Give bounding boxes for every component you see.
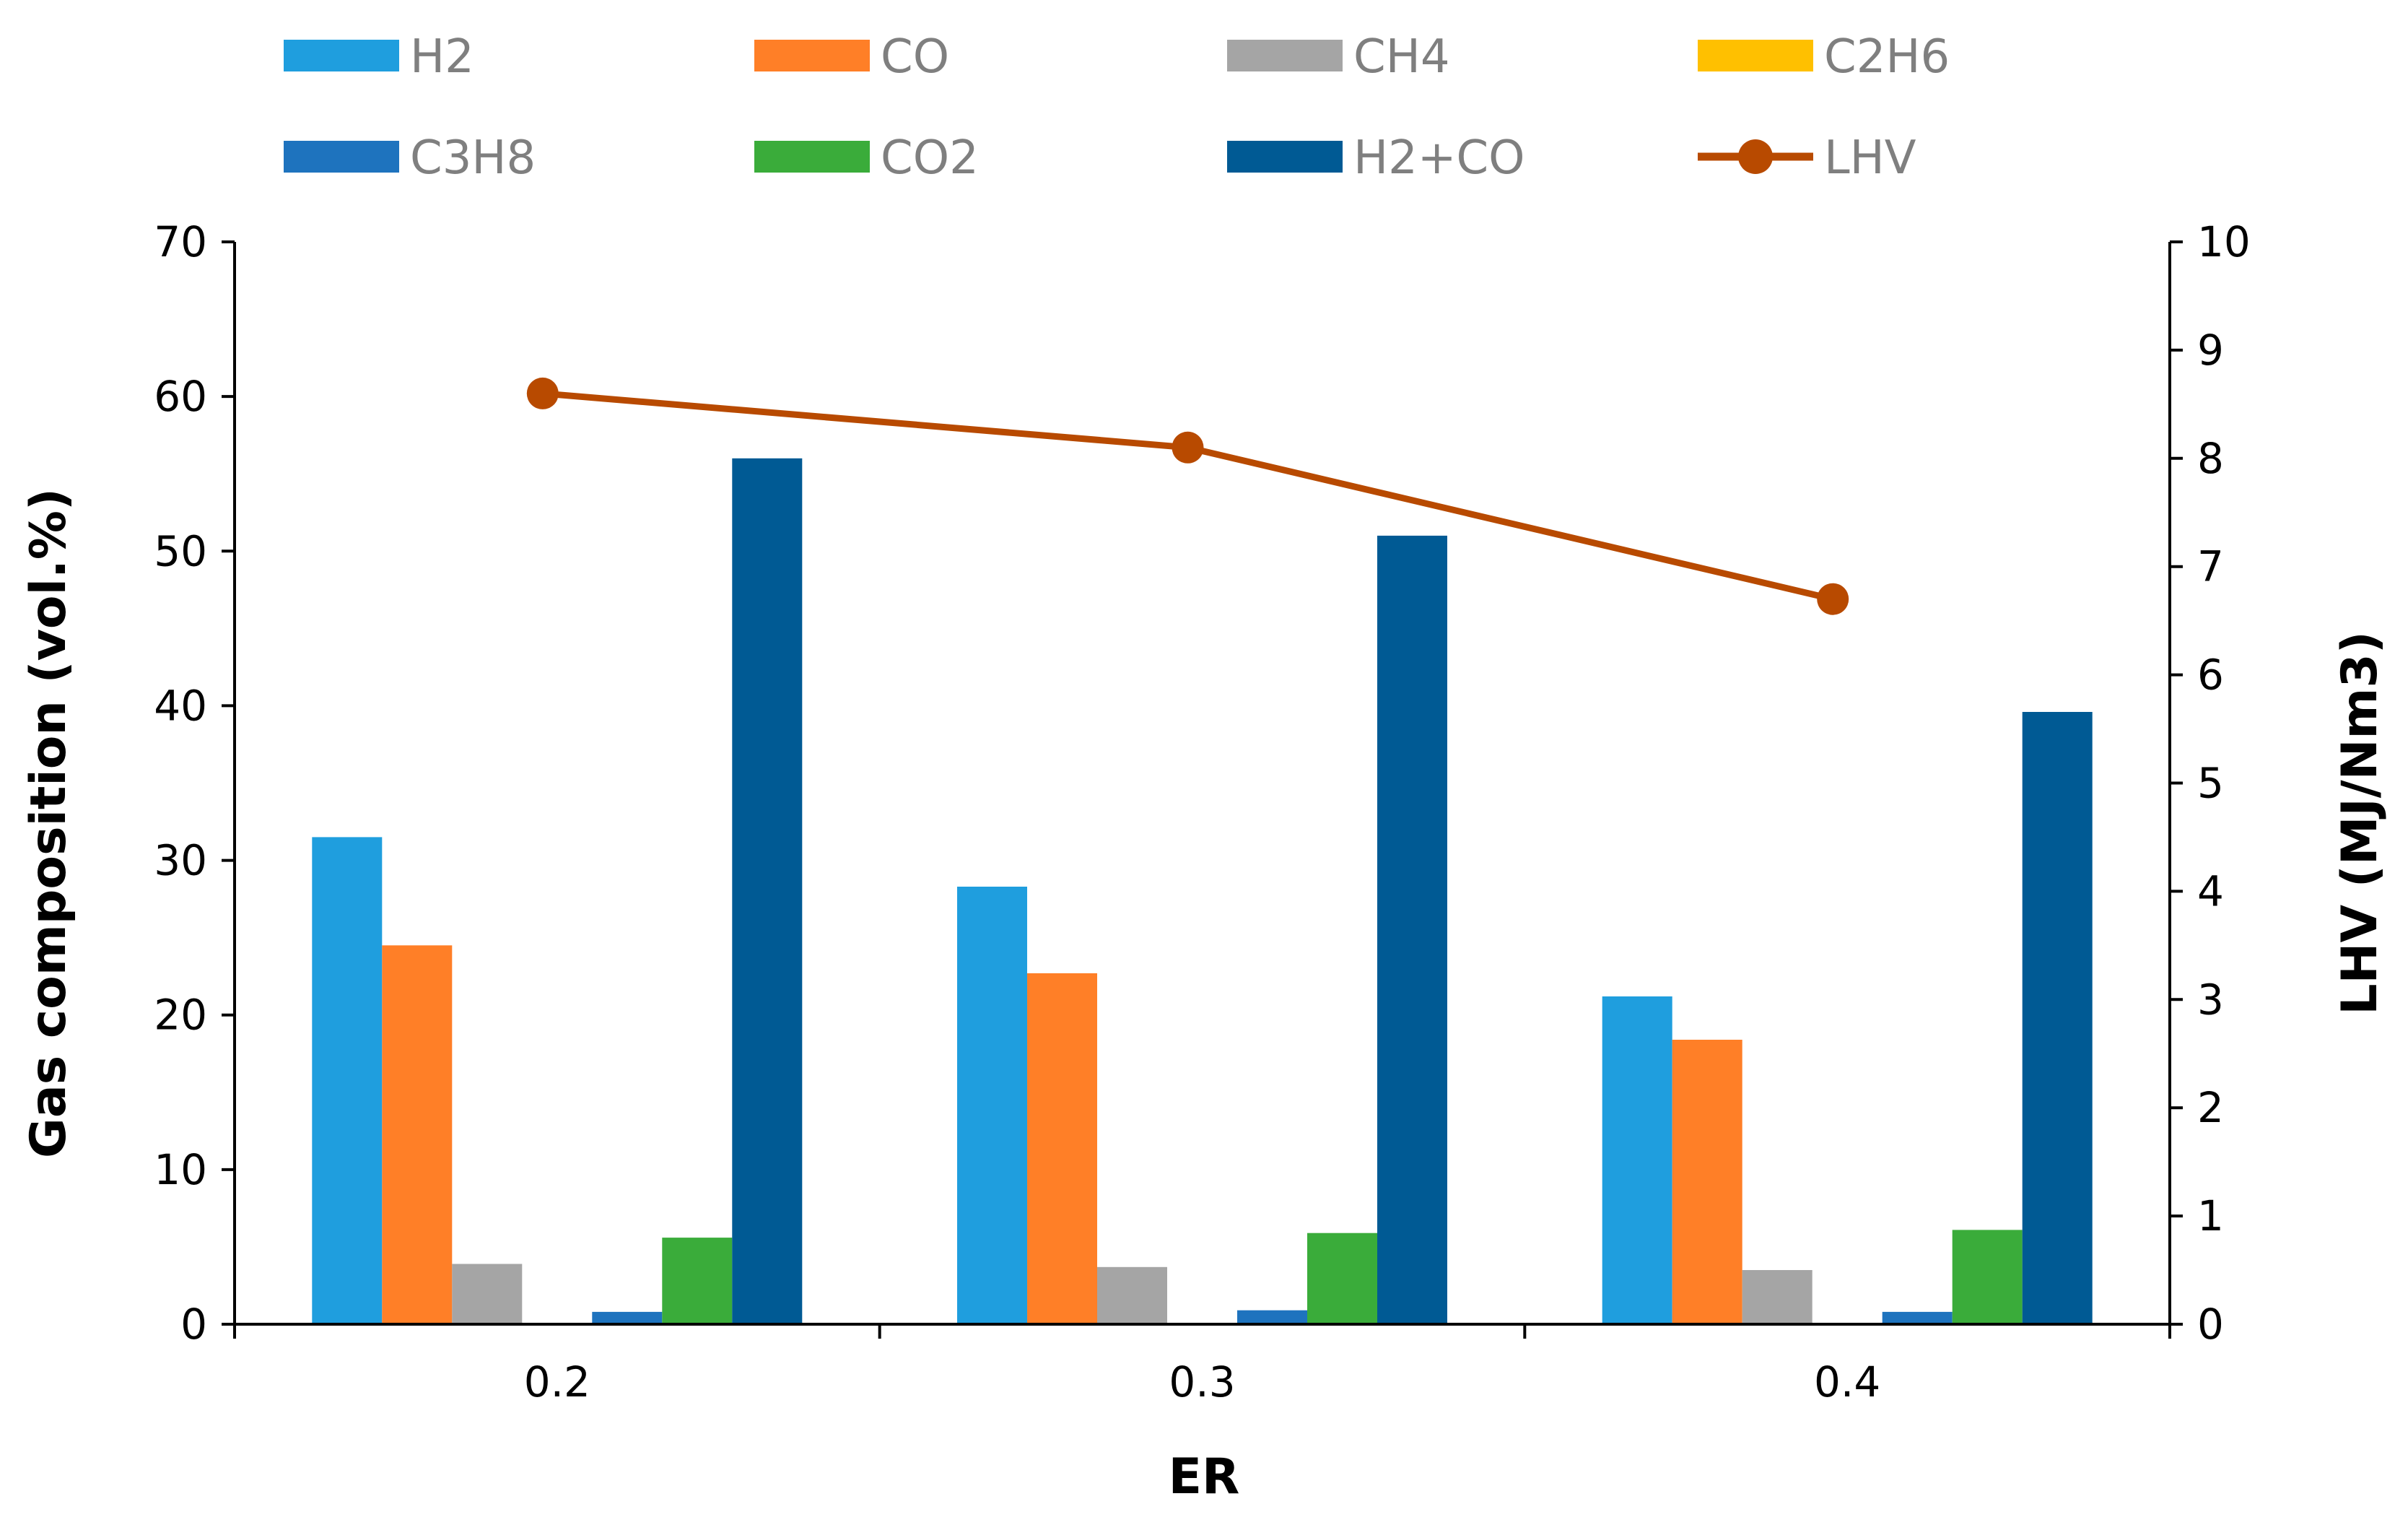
x-tick-label: 0.2: [524, 1357, 590, 1407]
legend-label-co: CO: [881, 30, 949, 84]
legend-swatch-h2-plus-co: [1227, 141, 1343, 173]
legend-marker-lhv: [1738, 139, 1773, 174]
x-tick-label: 0.3: [1169, 1357, 1235, 1407]
bar-co2-0-2: [662, 1238, 733, 1324]
bar-h2-0-3: [957, 887, 1027, 1324]
y-tick-label: 40: [154, 681, 207, 730]
bar-c3h8-0-4: [1882, 1311, 1953, 1324]
legend-swatch-ch4: [1227, 40, 1343, 71]
bar-co2-0-4: [1952, 1230, 2023, 1324]
x-tick-label: 0.4: [1814, 1357, 1880, 1407]
bar-h2-plus-co-0-4: [2022, 712, 2093, 1324]
bar-ch4-0-3: [1097, 1266, 1167, 1324]
legend-swatch-co: [754, 40, 870, 71]
bar-h2-0-2: [312, 837, 383, 1324]
legend: H2 CO CH4 C2H6 C3H8 CO2 H2+CO LHV: [284, 30, 1950, 185]
y2-tick-label: 9: [2197, 326, 2224, 375]
y2-tick-label: 5: [2197, 759, 2224, 808]
y-tick-label: 10: [154, 1145, 207, 1194]
bar-co-0-2: [382, 945, 453, 1324]
y2-tick-label: 8: [2197, 434, 2224, 483]
legend-label-co2: CO2: [881, 131, 979, 185]
bar-ch4-0-4: [1742, 1270, 1812, 1324]
legend-label-h2-plus-co: H2+CO: [1353, 131, 1525, 185]
bar-c3h8-0-3: [1237, 1310, 1307, 1324]
y-tick-label: 50: [154, 526, 207, 575]
y-tick-label: 60: [154, 372, 207, 421]
y2-tick-label: 10: [2197, 217, 2251, 266]
y2-axis-title: LHV (MJ/Nm3): [2331, 631, 2389, 1015]
bar-co2-0-3: [1307, 1233, 1377, 1324]
bar-ch4-0-2: [452, 1264, 523, 1324]
point-lhv-0-3: [1172, 431, 1204, 464]
legend-label-c2h6: C2H6: [1824, 30, 1950, 84]
legend-label-h2: H2: [410, 30, 474, 84]
point-lhv-0-2: [526, 377, 559, 409]
y2-tick-label: 4: [2197, 866, 2224, 916]
legend-swatch-c3h8: [284, 141, 399, 173]
legend-swatch-h2: [284, 40, 399, 71]
y-tick-label: 70: [154, 217, 207, 266]
bar-h2-plus-co-0-2: [732, 458, 803, 1324]
x-axis-title: ER: [1169, 1448, 1240, 1505]
y-tick-label: 20: [154, 991, 207, 1040]
bar-co-0-4: [1672, 1040, 1742, 1324]
axes: 0 10 20 30 40 50 60 70 0 1 2 3 4 5 6 7 8 9 10 0.2 0.3 0.4: [154, 217, 2251, 1407]
bar-h2-0-4: [1602, 996, 1672, 1324]
bar-co-0-3: [1027, 973, 1097, 1324]
y2-tick-label: 6: [2197, 651, 2224, 700]
y2-tick-label: 0: [2197, 1300, 2224, 1349]
y2-tick-label: 3: [2197, 975, 2224, 1024]
legend-label-c3h8: C3H8: [410, 131, 536, 185]
y2-tick-label: 1: [2197, 1191, 2224, 1240]
bar-h2-plus-co-0-3: [1377, 535, 1447, 1324]
point-lhv-0-4: [1817, 583, 1849, 615]
bar-c3h8-0-2: [592, 1311, 663, 1324]
legend-swatch-co2: [754, 141, 870, 173]
lhv-line-group: [526, 377, 1849, 615]
legend-label-ch4: CH4: [1353, 30, 1450, 84]
bar-group: [312, 458, 2093, 1324]
legend-label-lhv: LHV: [1824, 131, 1916, 185]
y-tick-label: 0: [180, 1300, 207, 1349]
legend-swatch-c2h6: [1698, 40, 1813, 71]
y-tick-label: 30: [154, 836, 207, 885]
y2-tick-label: 7: [2197, 542, 2224, 591]
y-axis-title: Gas composition (vol.%): [20, 488, 77, 1158]
y2-tick-label: 2: [2197, 1083, 2224, 1132]
